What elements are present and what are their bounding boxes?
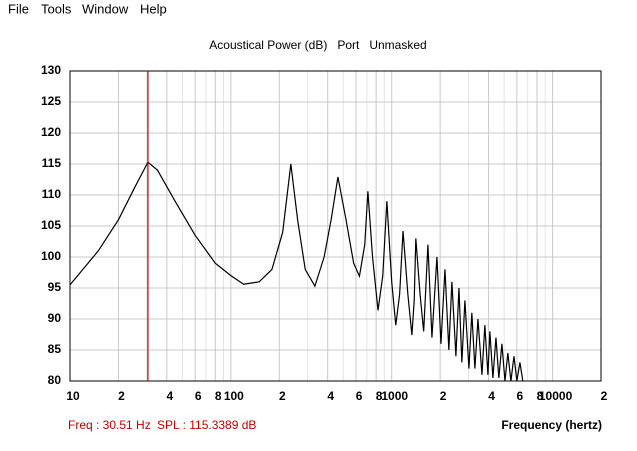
status-spl: SPL : 115.3389 dB <box>157 418 256 432</box>
chart-title: Acoustical Power (dB) Port Unmasked <box>209 38 426 52</box>
y-tick-label: 120 <box>41 125 61 139</box>
x-tick-label: 6 <box>195 389 202 403</box>
x-tick-label: 6 <box>517 389 524 403</box>
y-tick-label: 80 <box>48 373 62 387</box>
x-tick-label: 2 <box>279 389 286 403</box>
x-tick-label: 2 <box>440 389 447 403</box>
curve <box>69 161 524 382</box>
plot-border <box>69 70 602 382</box>
y-tick-label: 130 <box>41 63 61 77</box>
menu-window[interactable]: Window <box>82 1 129 16</box>
y-tick-label: 110 <box>42 187 62 201</box>
x-tick-label: 2 <box>601 389 608 403</box>
x-tick-label: 6 <box>356 389 363 403</box>
status-freq: Freq : 30.51 Hz <box>68 418 151 432</box>
y-tick-label: 115 <box>42 156 62 170</box>
y-tick-label: 90 <box>48 311 62 325</box>
y-tick-label: 105 <box>41 218 61 232</box>
x-tick-label: 8 <box>376 389 383 403</box>
x-tick-label: 2 <box>118 389 125 403</box>
y-tick-label: 85 <box>48 342 62 356</box>
menu-help[interactable]: Help <box>140 1 167 16</box>
x-tick-label: 4 <box>488 389 495 403</box>
y-tick-label: 95 <box>48 280 62 294</box>
x-tick-label: 1000 <box>381 389 408 403</box>
x-tick-label: 4 <box>167 389 174 403</box>
x-tick-label: 100 <box>224 389 244 403</box>
menu-file[interactable]: File <box>8 1 29 16</box>
y-tick-label: 125 <box>41 94 61 108</box>
y-tick-label: 100 <box>41 249 61 263</box>
menu-tools[interactable]: Tools <box>41 1 72 16</box>
x-tick-label: 10000 <box>539 389 573 403</box>
menu-bar <box>0 0 637 20</box>
x-tick-label: 8 <box>215 389 222 403</box>
x-tick-label: 8 <box>537 389 544 403</box>
x-tick-label: 4 <box>327 389 334 403</box>
x-axis-label: Frequency (hertz) <box>501 418 602 432</box>
x-tick-label: 10 <box>66 389 80 403</box>
